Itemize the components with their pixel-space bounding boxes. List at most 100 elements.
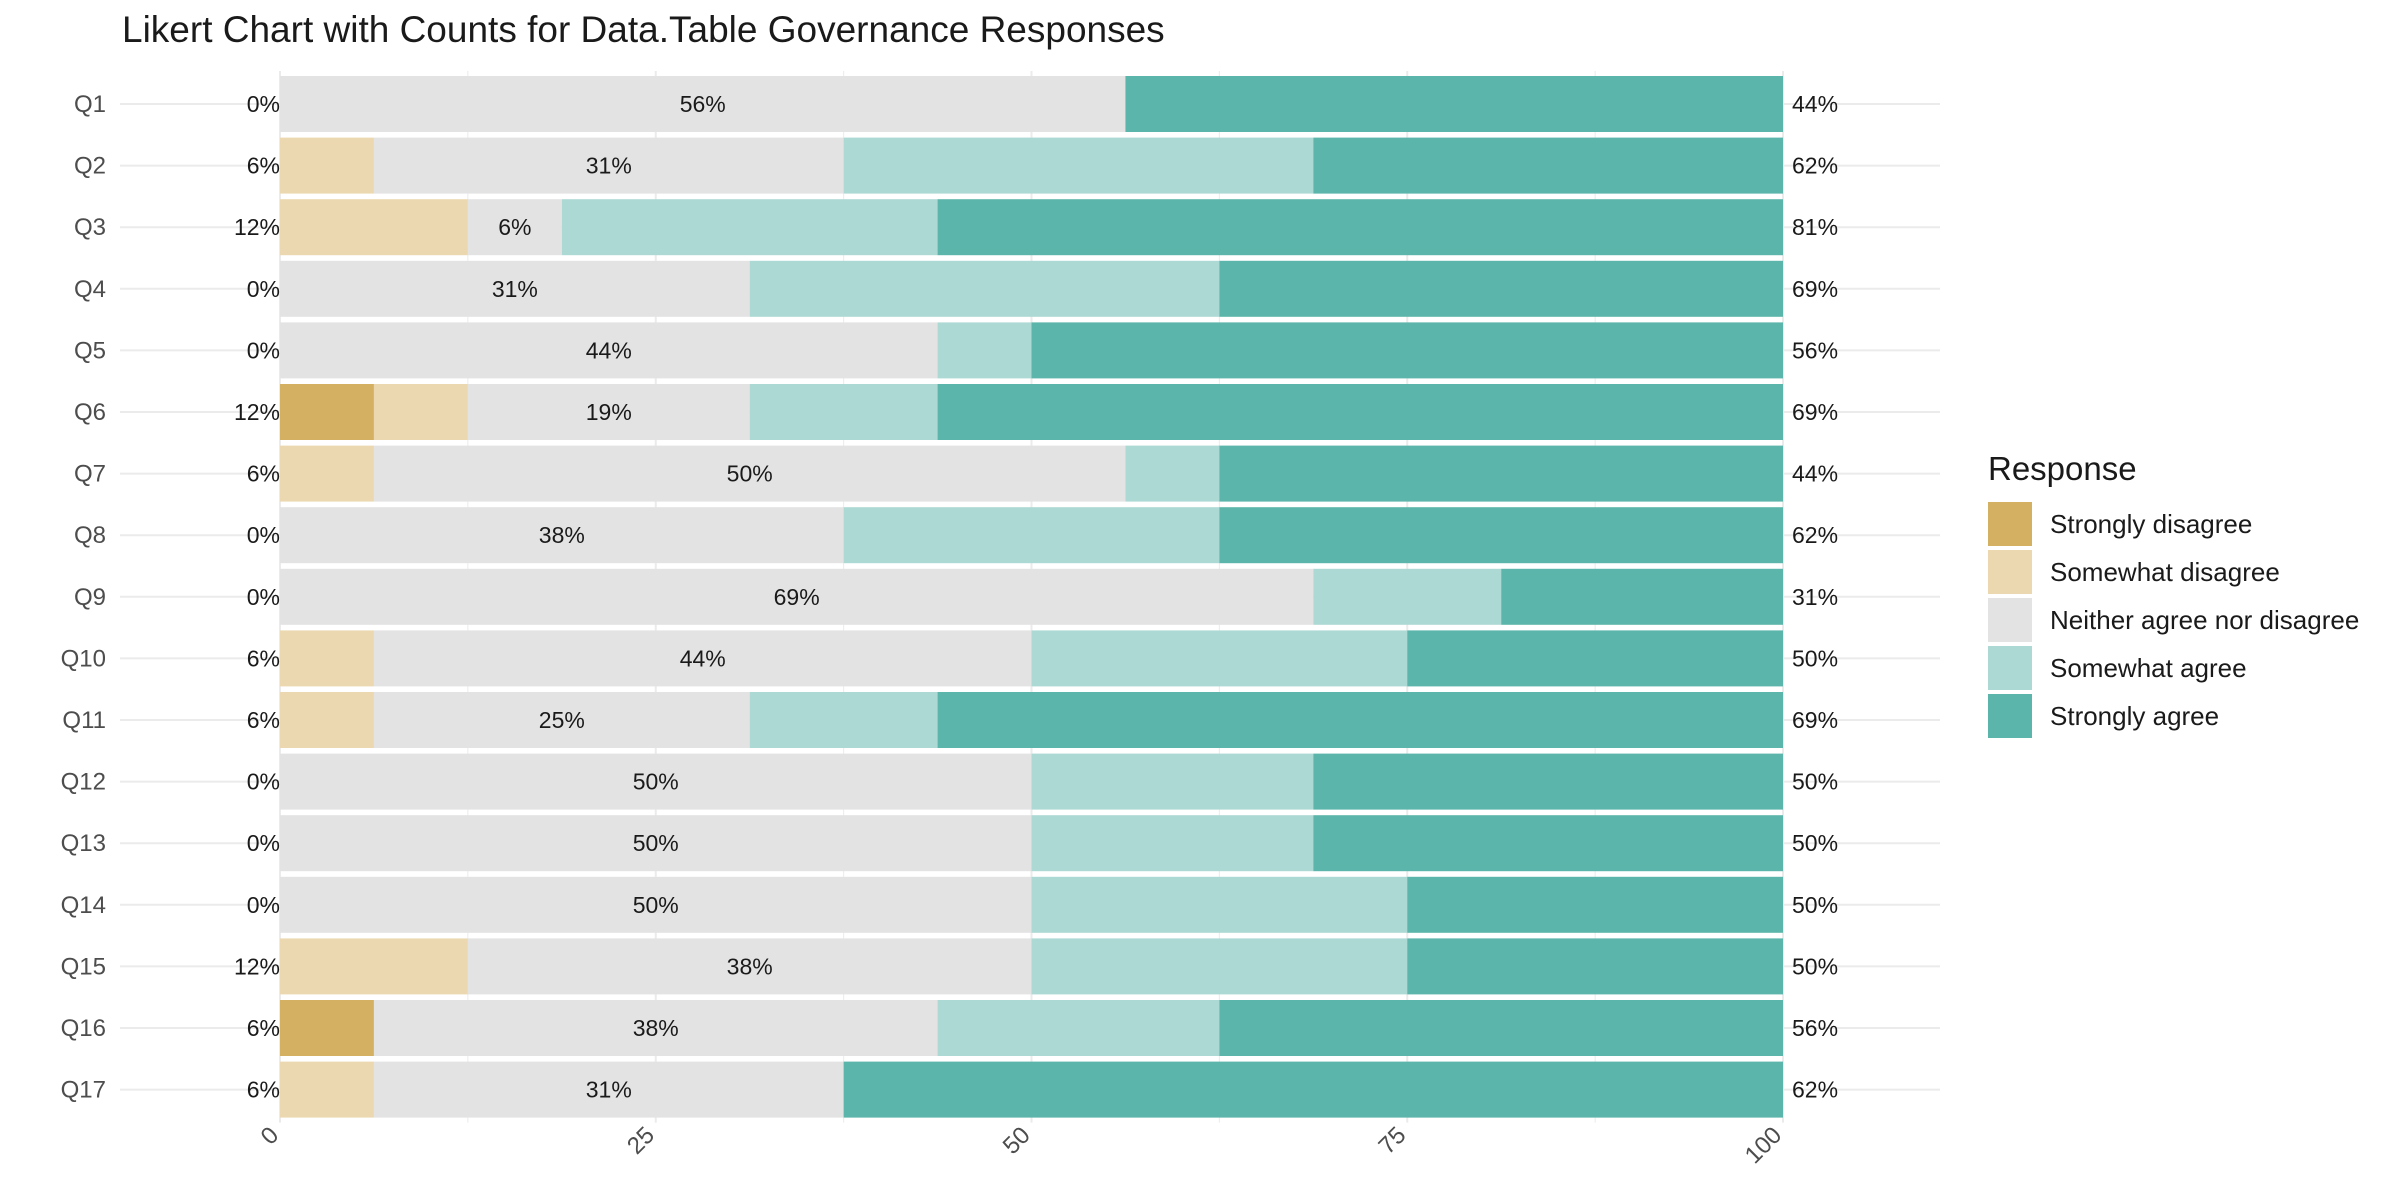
bar-segment-strongly-agree <box>1219 260 1783 317</box>
label-disagree: 0% <box>247 522 280 548</box>
y-tick-label: Q6 <box>74 399 106 426</box>
bar-segment-somewhat-agree <box>749 692 938 748</box>
label-disagree: 0% <box>247 769 280 795</box>
legend-swatch-neither-agree-nor-disagree <box>1988 598 2032 642</box>
y-tick-label: Q10 <box>61 645 106 672</box>
y-tick-label: Q13 <box>61 830 106 857</box>
legend-label: Somewhat disagree <box>2050 557 2280 587</box>
label-neutral: 50% <box>633 830 679 856</box>
y-axis-labels: Q1 Q2 Q3 Q4 Q5 Q6 Q7 Q8 Q9 Q10 Q11 Q12 Q13 Q14 Q15 Q16 Q… <box>61 91 106 1104</box>
label-agree: 50% <box>1792 645 1838 671</box>
bar-segment-somewhat-agree <box>749 260 1220 317</box>
label-agree: 50% <box>1792 953 1838 979</box>
bar-segment-neither-agree-nor-disagree <box>373 1061 844 1118</box>
label-neutral: 69% <box>774 584 820 610</box>
bar-segment-somewhat-agree <box>1313 568 1502 625</box>
y-tick-label: Q17 <box>61 1077 106 1104</box>
label-neutral: 44% <box>680 645 726 671</box>
bar-segment-strongly-agree <box>1313 815 1783 872</box>
label-agree: 50% <box>1792 769 1838 795</box>
bar-segment-somewhat-agree <box>937 322 1032 379</box>
bar-segment-strongly-agree <box>1219 1000 1783 1056</box>
bar-segment-neither-agree-nor-disagree <box>373 1000 938 1056</box>
label-agree: 56% <box>1792 337 1838 363</box>
bars-group <box>280 76 1783 1118</box>
legend-title: Response <box>1988 450 2137 487</box>
bar-segment-neither-agree-nor-disagree <box>280 260 750 317</box>
label-disagree: 0% <box>247 276 280 302</box>
bar-segment-neither-agree-nor-disagree <box>280 76 1126 132</box>
label-disagree: 0% <box>247 337 280 363</box>
bar-labels-group: 0% 56% 44% 6% 31% 62% 12% 6% 81% 0% 31% 69% 0% 44% 56%… <box>234 91 1838 1103</box>
label-agree: 62% <box>1792 1077 1838 1103</box>
bar-segment-somewhat-disagree <box>280 692 374 748</box>
bar-segment-somewhat-disagree <box>280 938 468 995</box>
bar-segment-neither-agree-nor-disagree <box>280 876 1032 933</box>
label-neutral: 50% <box>633 769 679 795</box>
bar-segment-neither-agree-nor-disagree <box>280 507 844 564</box>
bar-segment-strongly-agree <box>1407 630 1783 687</box>
label-disagree: 6% <box>247 645 280 671</box>
label-agree: 31% <box>1792 584 1838 610</box>
x-tick-label: 25 <box>622 1122 660 1160</box>
label-agree: 56% <box>1792 1015 1838 1041</box>
label-neutral: 38% <box>539 522 585 548</box>
bar-segment-neither-agree-nor-disagree <box>373 630 1032 687</box>
bar-segment-strongly-agree <box>1407 938 1783 995</box>
x-axis-ticks: 0 25 50 75 100 <box>256 1122 1788 1169</box>
label-neutral: 31% <box>492 276 538 302</box>
label-disagree: 0% <box>247 830 280 856</box>
legend-label: Strongly disagree <box>2050 509 2252 539</box>
bar-segment-strongly-agree <box>1501 568 1783 625</box>
label-agree: 81% <box>1792 214 1838 240</box>
label-neutral: 6% <box>498 214 531 240</box>
label-disagree: 12% <box>234 953 280 979</box>
legend-swatch-somewhat-disagree <box>1988 550 2032 594</box>
label-agree: 50% <box>1792 830 1838 856</box>
bar-segment-somewhat-disagree <box>280 1061 374 1118</box>
y-tick-label: Q8 <box>74 522 106 549</box>
legend: Response Strongly disagree Somewhat disag… <box>1988 450 2359 738</box>
bar-segment-neither-agree-nor-disagree <box>280 568 1314 625</box>
label-agree: 50% <box>1792 892 1838 918</box>
bar-segment-neither-agree-nor-disagree <box>280 753 1032 810</box>
x-tick-label: 0 <box>256 1122 285 1151</box>
label-disagree: 6% <box>247 1077 280 1103</box>
label-disagree: 6% <box>247 153 280 179</box>
bar-segment-somewhat-agree <box>1031 876 1408 933</box>
y-tick-label: Q16 <box>61 1015 106 1042</box>
label-neutral: 44% <box>586 337 632 363</box>
label-agree: 44% <box>1792 91 1838 117</box>
y-tick-label: Q2 <box>74 153 106 180</box>
bar-segment-somewhat-disagree <box>280 199 468 256</box>
legend-label: Neither agree nor disagree <box>2050 605 2359 635</box>
label-disagree: 12% <box>234 399 280 425</box>
bar-segment-somewhat-agree <box>1125 445 1220 502</box>
label-neutral: 38% <box>727 953 773 979</box>
label-disagree: 0% <box>247 91 280 117</box>
bar-segment-somewhat-agree <box>1031 630 1408 687</box>
bar-segment-somewhat-disagree <box>280 630 374 687</box>
y-tick-label: Q1 <box>74 91 106 118</box>
bar-segment-somewhat-agree <box>1031 753 1314 810</box>
legend-swatch-strongly-disagree <box>1988 502 2032 546</box>
label-agree: 62% <box>1792 522 1838 548</box>
label-agree: 69% <box>1792 399 1838 425</box>
y-tick-label: Q14 <box>61 892 106 919</box>
bar-segment-somewhat-disagree <box>280 137 374 194</box>
bar-segment-strongly-agree <box>843 1061 1783 1118</box>
label-disagree: 0% <box>247 892 280 918</box>
label-neutral: 25% <box>539 707 585 733</box>
bar-segment-somewhat-agree <box>561 199 938 256</box>
label-neutral: 19% <box>586 399 632 425</box>
y-tick-label: Q3 <box>74 214 106 241</box>
bar-segment-strongly-agree <box>937 384 1783 440</box>
label-agree: 69% <box>1792 707 1838 733</box>
bar-segment-strongly-agree <box>1219 507 1783 564</box>
legend-swatch-strongly-agree <box>1988 694 2032 738</box>
bar-segment-neither-agree-nor-disagree <box>467 384 750 440</box>
bar-segment-neither-agree-nor-disagree <box>280 322 938 379</box>
bar-segment-neither-agree-nor-disagree <box>373 445 1126 502</box>
label-neutral: 50% <box>633 892 679 918</box>
label-disagree: 6% <box>247 461 280 487</box>
